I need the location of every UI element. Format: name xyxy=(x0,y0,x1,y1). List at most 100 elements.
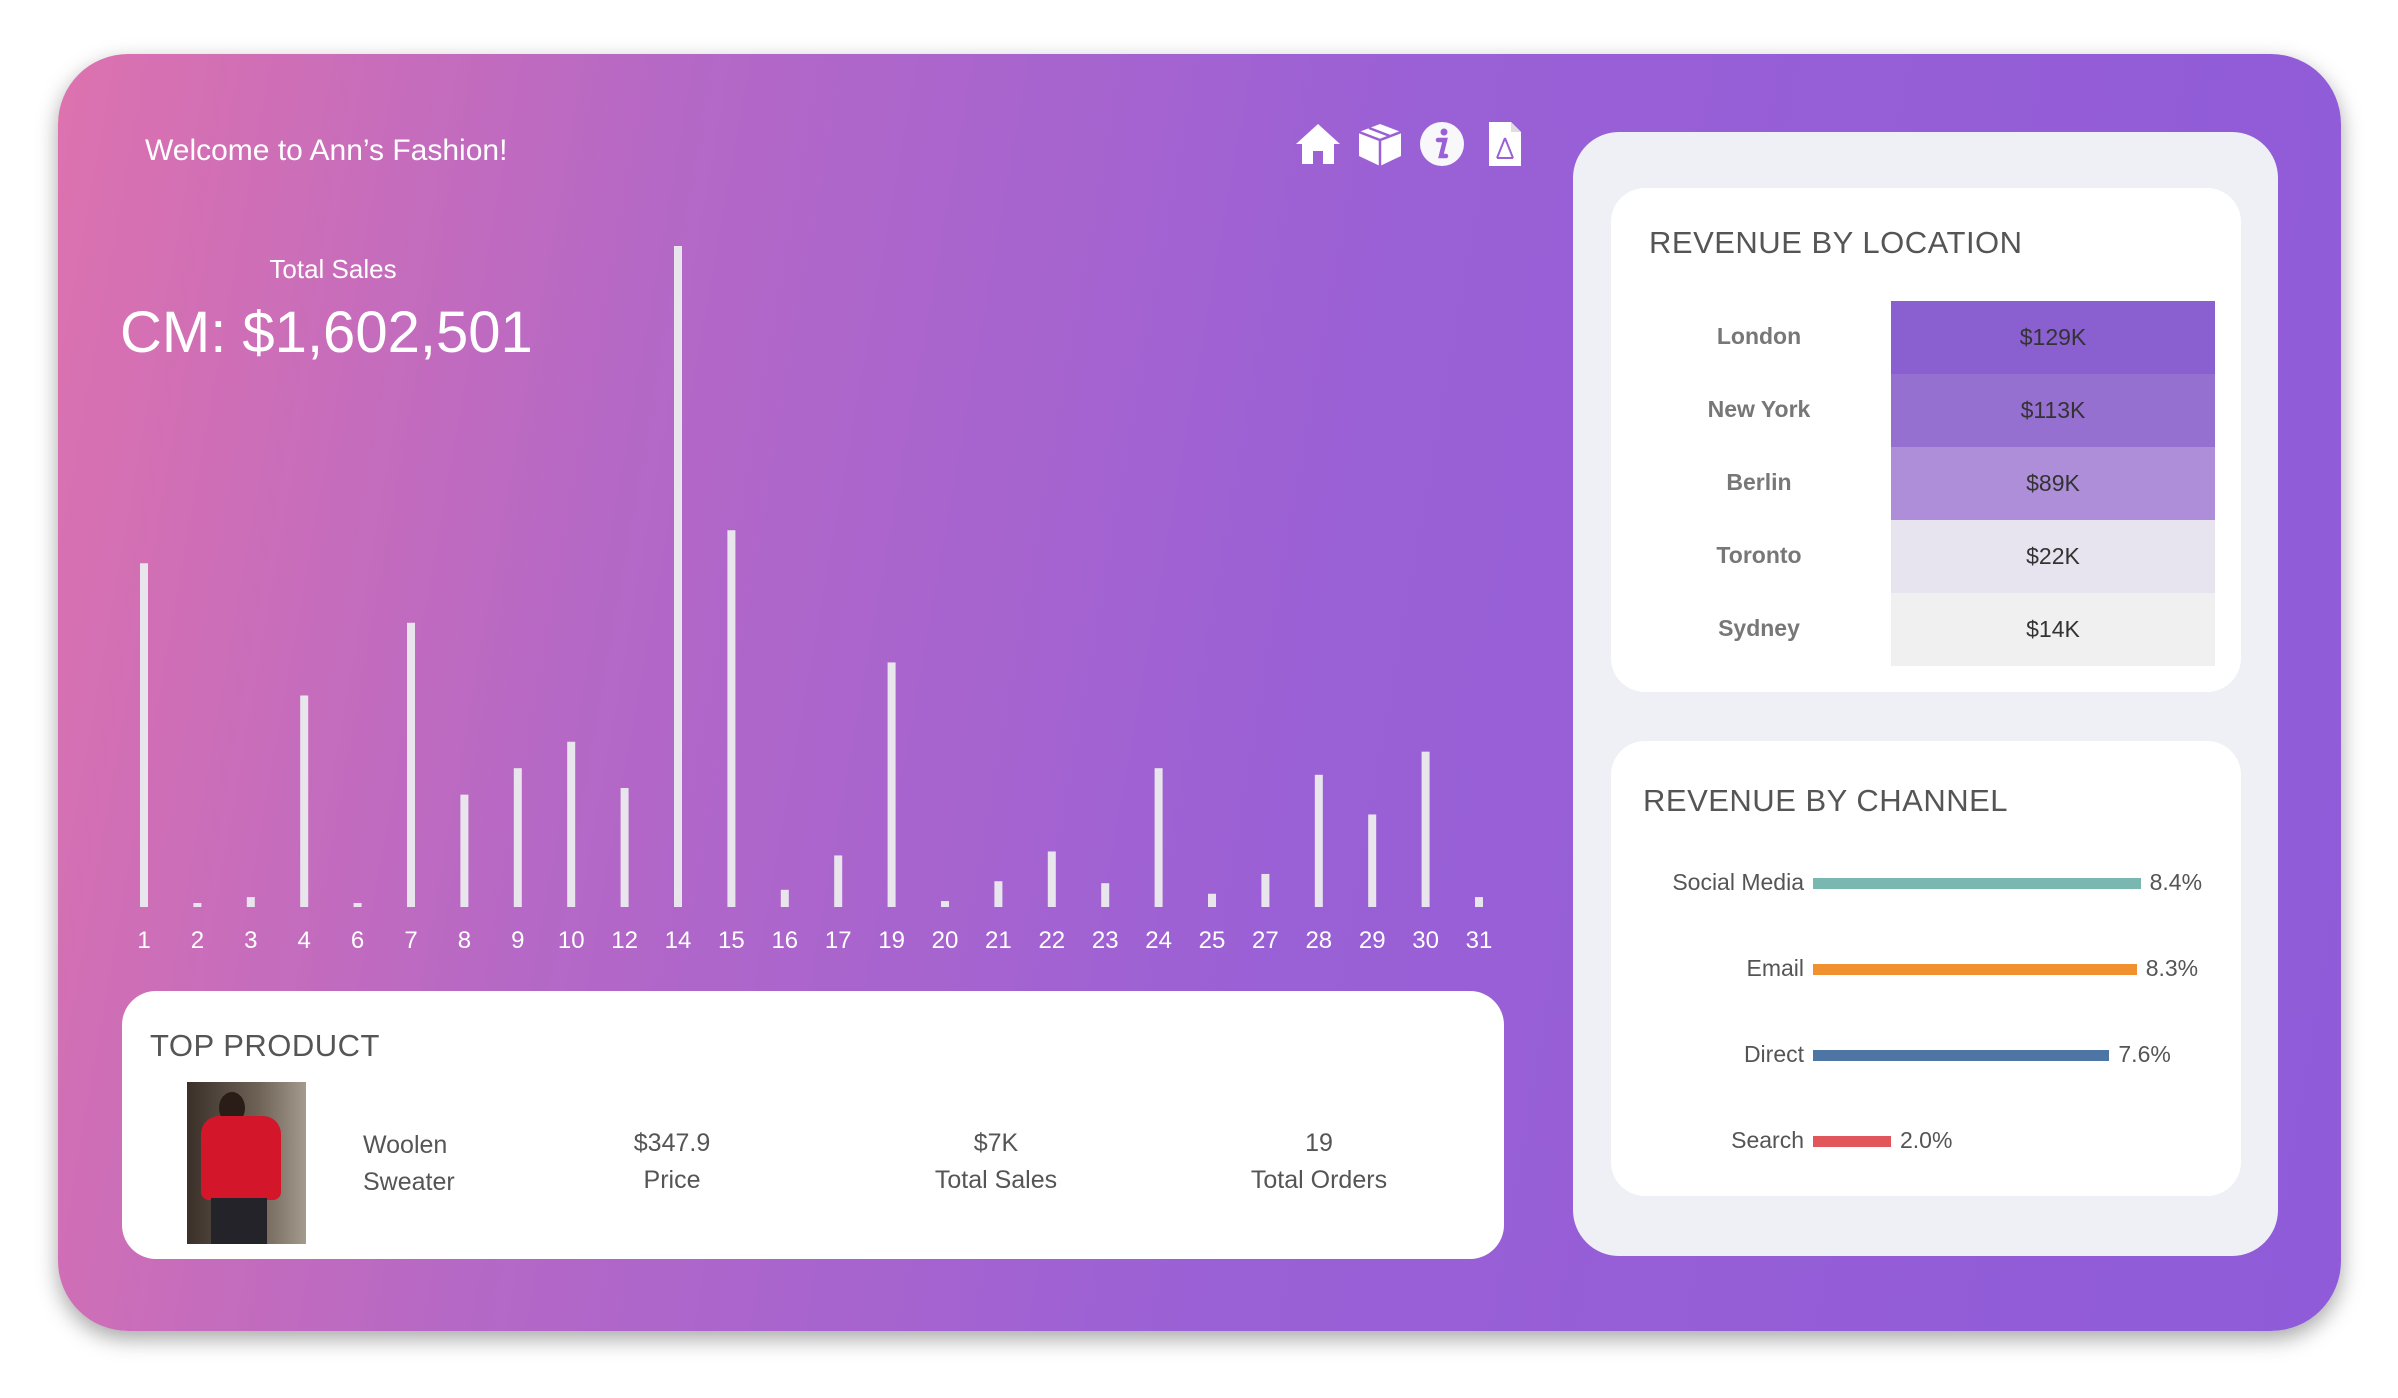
day-bar[interactable] xyxy=(780,889,789,907)
revenue-by-location-card: REVENUE BY LOCATION London $129K New York $… xyxy=(1611,188,2241,692)
location-row: New York $113K xyxy=(1611,374,2241,447)
orders-label: Total Orders xyxy=(1250,1166,1388,1194)
day-bar[interactable] xyxy=(1047,851,1056,907)
day-bar[interactable] xyxy=(246,897,255,907)
product-name-line2: Sweater xyxy=(363,1168,455,1196)
location-name: New York xyxy=(1707,396,1811,422)
day-bar[interactable] xyxy=(1368,814,1377,907)
day-bar[interactable] xyxy=(834,855,843,907)
day-bar[interactable] xyxy=(1421,751,1430,907)
channel-value-label: 8.4% xyxy=(2149,869,2203,895)
price-metric: $347.9 Price xyxy=(572,1125,772,1199)
revenue-by-channel-card: REVENUE BY CHANNEL Social Media 8.4% Email… xyxy=(1611,741,2241,1196)
day-bar[interactable] xyxy=(1154,768,1163,907)
day-bar[interactable] xyxy=(1208,893,1216,907)
dashboard-canvas: Welcome to Ann’s Fashion! Total Sales CM… xyxy=(58,54,2341,1331)
location-value-cell: $22K xyxy=(1891,520,2215,593)
day-bar[interactable] xyxy=(1261,873,1270,907)
info-icon[interactable] xyxy=(1417,118,1467,170)
day-tick-label: 9 xyxy=(511,927,524,954)
day-tick-label: 23 xyxy=(1092,927,1119,954)
day-bar[interactable] xyxy=(994,881,1003,907)
channel-name: Search xyxy=(1731,1127,1804,1153)
channel-name: Email xyxy=(1746,955,1804,981)
day-tick-label: 22 xyxy=(1038,927,1065,954)
location-row: Toronto $22K xyxy=(1611,520,2241,593)
day-bar[interactable] xyxy=(407,622,415,907)
top-product-card: TOP PRODUCT Woolen Sweater $347.9 Price … xyxy=(122,991,1504,1259)
day-bar[interactable] xyxy=(941,901,949,907)
location-title: REVENUE BY LOCATION xyxy=(1649,225,2023,260)
day-bar[interactable] xyxy=(513,768,522,907)
orders-metric: 19 Total Orders xyxy=(1219,1125,1419,1199)
channel-bar xyxy=(1813,878,2141,889)
channel-bar xyxy=(1813,964,2137,975)
total-sales-value: CM: $1,602,501 xyxy=(120,300,533,365)
day-tick-label: 3 xyxy=(244,927,257,954)
day-bar[interactable] xyxy=(460,794,469,907)
channel-name: Social Media xyxy=(1672,869,1804,895)
day-tick-label: 2 xyxy=(191,927,204,954)
day-tick-label: 19 xyxy=(878,927,905,954)
orders-value: 19 xyxy=(1305,1129,1333,1157)
welcome-title: Welcome to Ann’s Fashion! xyxy=(145,134,508,167)
day-tick-label: 17 xyxy=(825,927,852,954)
total-sales-label: Total Sales xyxy=(269,254,397,284)
day-bar[interactable] xyxy=(727,530,736,907)
toolbar xyxy=(1293,118,1529,170)
day-bar[interactable] xyxy=(193,903,202,907)
day-bar[interactable] xyxy=(674,246,682,907)
day-bar[interactable] xyxy=(1475,897,1483,907)
sales-label: Total Sales xyxy=(934,1166,1058,1194)
channel-row: Email 8.3% xyxy=(1611,955,2241,985)
daily-sales-chart: 1 2 3 4 6 7 8 9 10 12 14 15 16 17 19 20 21 22 23 24 25 27 28 29… xyxy=(137,246,1493,954)
day-tick-label: 29 xyxy=(1359,927,1386,954)
price-label: Price xyxy=(643,1166,701,1194)
channel-row: Direct 7.6% xyxy=(1611,1041,2241,1071)
pdf-icon[interactable] xyxy=(1479,118,1529,170)
day-bar[interactable] xyxy=(1101,883,1110,907)
location-row: Berlin $89K xyxy=(1611,447,2241,520)
location-row: Sydney $14K xyxy=(1611,593,2241,666)
day-tick-label: 6 xyxy=(351,927,364,954)
channel-row: Social Media 8.4% xyxy=(1611,869,2241,899)
channel-bar xyxy=(1813,1136,1891,1147)
day-tick-label: 8 xyxy=(458,927,471,954)
location-value-cell: $89K xyxy=(1891,447,2215,520)
channel-value-label: 8.3% xyxy=(2145,955,2199,981)
day-tick-label: 20 xyxy=(932,927,959,954)
day-tick-label: 10 xyxy=(558,927,585,954)
day-bar[interactable] xyxy=(887,662,896,907)
day-tick-label: 12 xyxy=(611,927,638,954)
channel-title: REVENUE BY CHANNEL xyxy=(1643,783,2009,818)
channel-row: Search 2.0% xyxy=(1611,1127,2241,1157)
day-tick-label: 16 xyxy=(771,927,798,954)
home-icon[interactable] xyxy=(1293,118,1343,170)
day-bar[interactable] xyxy=(1314,774,1323,907)
location-name: London xyxy=(1716,323,1802,349)
product-name-line1: Woolen xyxy=(363,1131,448,1159)
day-bar[interactable] xyxy=(353,903,362,907)
box-icon[interactable] xyxy=(1355,118,1405,170)
day-tick-label: 31 xyxy=(1466,927,1493,954)
day-tick-label: 14 xyxy=(665,927,692,954)
day-bar[interactable] xyxy=(567,741,576,907)
day-tick-label: 1 xyxy=(137,927,150,954)
sales-metric: $7K Total Sales xyxy=(896,1125,1096,1199)
channel-name: Direct xyxy=(1743,1041,1804,1067)
day-bar[interactable] xyxy=(300,695,309,907)
day-tick-label: 4 xyxy=(298,927,311,954)
day-tick-label: 15 xyxy=(718,927,745,954)
channel-bar xyxy=(1813,1050,2110,1061)
location-value-cell: $113K xyxy=(1891,374,2215,447)
day-tick-label: 27 xyxy=(1252,927,1279,954)
day-bar[interactable] xyxy=(140,563,148,907)
product-image xyxy=(187,1082,306,1244)
day-tick-label: 25 xyxy=(1199,927,1226,954)
product-name: Woolen Sweater xyxy=(363,1127,455,1201)
right-panel: REVENUE BY LOCATION London $129K New York $… xyxy=(1573,132,2278,1256)
day-tick-label: 7 xyxy=(404,927,417,954)
day-bar[interactable] xyxy=(620,788,629,907)
channel-value-label: 2.0% xyxy=(1900,1127,1953,1153)
sales-value: $7K xyxy=(973,1129,1019,1157)
